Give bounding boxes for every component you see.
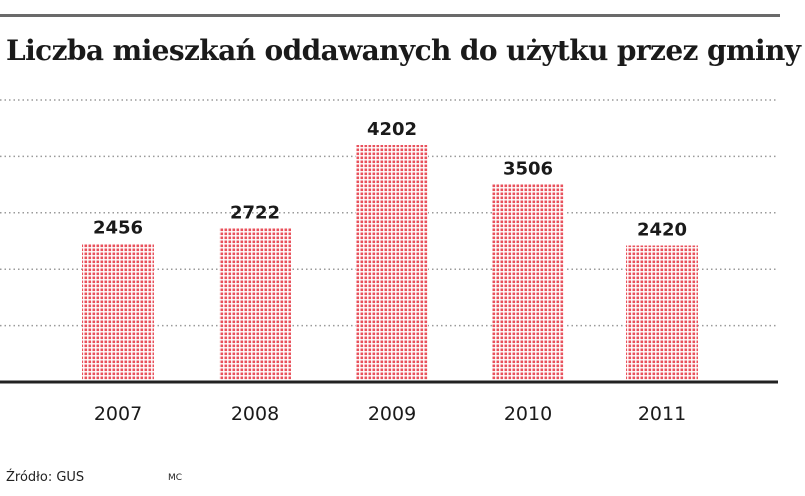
x-tick-label-2009: 2009	[368, 403, 416, 425]
top-rule	[0, 14, 780, 17]
bar-2011	[626, 245, 698, 382]
bar-chart: 2456 2722 4202 3506 2420 2007 2008 2009 2010 201…	[0, 99, 778, 425]
data-label-2011: 2420	[637, 220, 687, 241]
source-note: Źródło: GUS	[6, 470, 85, 485]
bar-2008	[219, 228, 291, 382]
bar-2007	[82, 243, 154, 382]
bar-2009	[356, 145, 428, 382]
x-tick-label-2007: 2007	[94, 403, 142, 425]
data-label-2008: 2722	[230, 202, 280, 223]
author-initials: MC	[168, 473, 183, 483]
x-tick-label-2008: 2008	[231, 403, 279, 425]
x-tick-label-2011: 2011	[638, 403, 686, 425]
data-label-2009: 4202	[367, 119, 417, 140]
chart-title: Liczba mieszkań oddawanych do użytku prz…	[6, 34, 801, 67]
x-tick-label-2010: 2010	[504, 403, 552, 425]
bar-2010	[492, 184, 564, 382]
data-label-2007: 2456	[93, 217, 143, 238]
data-label-2010: 3506	[503, 158, 553, 179]
